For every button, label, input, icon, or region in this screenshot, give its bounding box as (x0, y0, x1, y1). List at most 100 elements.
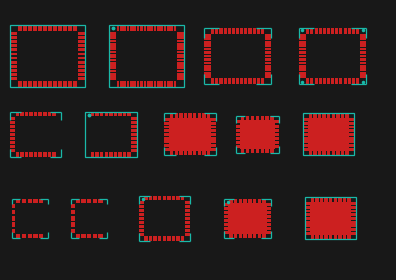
Bar (310, 78, 314, 84)
Bar (229, 199, 232, 203)
Bar (164, 129, 169, 132)
Bar (262, 199, 266, 203)
Bar (204, 55, 211, 57)
Bar (116, 31, 177, 81)
Bar (164, 137, 169, 139)
Bar (109, 48, 116, 50)
Bar (10, 36, 17, 39)
Bar (109, 75, 116, 78)
Bar (43, 81, 47, 87)
Bar (120, 25, 123, 31)
Bar (154, 196, 157, 200)
Bar (73, 25, 77, 31)
Bar (172, 196, 175, 200)
Bar (10, 40, 17, 43)
Bar (318, 151, 321, 155)
Bar (323, 78, 326, 84)
Bar (52, 152, 56, 157)
Bar (349, 148, 354, 151)
Bar (211, 118, 216, 121)
Bar (71, 222, 75, 227)
Bar (33, 25, 37, 31)
Bar (177, 59, 184, 61)
Bar (204, 34, 211, 37)
Bar (109, 112, 112, 116)
Bar (10, 25, 85, 87)
Bar (261, 116, 264, 120)
Bar (81, 234, 86, 238)
Bar (16, 234, 21, 238)
Bar (341, 113, 344, 118)
Bar (265, 116, 269, 120)
Bar (177, 32, 184, 34)
Bar (78, 73, 85, 76)
Bar (75, 203, 103, 234)
Bar (87, 199, 91, 203)
Bar (177, 75, 184, 78)
Bar (327, 151, 330, 155)
Bar (308, 118, 349, 151)
Bar (164, 144, 169, 147)
Bar (211, 148, 216, 151)
Bar (244, 28, 248, 34)
Bar (167, 236, 171, 241)
Bar (131, 141, 137, 144)
Bar (157, 25, 160, 31)
Bar (139, 217, 144, 220)
Bar (327, 113, 330, 118)
Bar (71, 210, 75, 214)
Bar (78, 69, 85, 72)
Bar (184, 113, 187, 118)
Bar (128, 112, 131, 116)
Bar (204, 38, 211, 40)
Bar (322, 151, 326, 155)
Bar (177, 34, 184, 37)
Bar (170, 25, 173, 31)
Bar (257, 199, 261, 203)
Bar (173, 25, 176, 31)
Bar (100, 152, 103, 157)
Bar (185, 213, 190, 216)
Bar (240, 120, 275, 149)
Bar (349, 133, 354, 136)
Bar (177, 51, 184, 53)
Bar (53, 25, 57, 31)
Bar (351, 228, 356, 231)
Bar (360, 41, 366, 43)
Bar (137, 81, 139, 87)
Bar (131, 137, 137, 140)
Bar (255, 116, 259, 120)
Bar (303, 118, 308, 121)
Bar (23, 81, 27, 87)
Bar (360, 75, 366, 78)
Bar (305, 202, 310, 205)
Bar (177, 53, 184, 56)
Bar (23, 25, 27, 31)
Bar (177, 73, 184, 75)
Bar (25, 112, 28, 116)
Bar (345, 113, 349, 118)
Bar (91, 112, 94, 116)
Bar (176, 236, 180, 241)
Bar (20, 152, 24, 157)
Bar (299, 41, 306, 43)
Bar (188, 151, 192, 155)
Bar (207, 113, 210, 118)
Bar (149, 236, 152, 241)
Bar (241, 149, 244, 153)
Bar (318, 113, 321, 118)
Bar (324, 235, 328, 239)
Bar (147, 81, 150, 87)
Bar (90, 116, 131, 152)
Bar (204, 41, 211, 43)
Bar (228, 78, 231, 84)
Bar (58, 81, 62, 87)
Bar (204, 65, 211, 68)
Bar (12, 222, 15, 227)
Bar (211, 28, 214, 34)
Bar (10, 137, 15, 140)
Bar (140, 81, 143, 87)
Bar (28, 81, 32, 87)
Bar (236, 129, 240, 132)
Bar (177, 67, 184, 69)
